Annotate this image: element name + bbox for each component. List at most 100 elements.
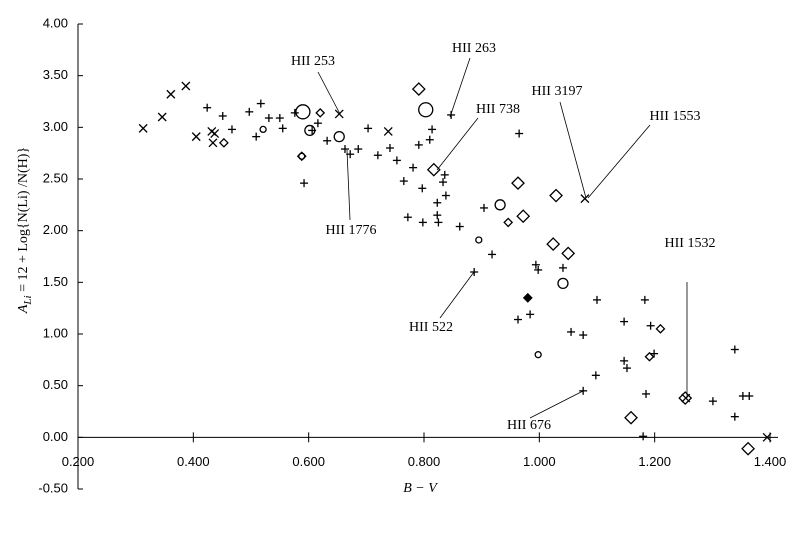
- point-plus: [399, 177, 408, 186]
- point-plus: [526, 310, 535, 319]
- y-tick-label: 4.00: [43, 15, 68, 30]
- point-plus: [290, 108, 299, 117]
- point-plus: [256, 99, 265, 108]
- point-cross: [580, 194, 590, 204]
- point-circle: [494, 199, 506, 211]
- point-plus: [428, 125, 437, 134]
- point-plus: [409, 163, 418, 172]
- annotation: HII 263: [452, 41, 496, 56]
- point-diamond: [549, 188, 563, 203]
- annotation: HII 253: [291, 54, 335, 69]
- point-diamond: [516, 209, 531, 224]
- point-plus: [640, 295, 649, 304]
- point-cross: [166, 89, 176, 99]
- point-cross: [181, 81, 191, 91]
- point-cross: [210, 129, 220, 138]
- point-circle: [333, 130, 345, 143]
- point-plus: [275, 114, 284, 123]
- point-plus: [278, 124, 287, 133]
- point-plus: [579, 331, 588, 340]
- point-plus: [708, 397, 717, 406]
- annotation-leader: [439, 271, 475, 319]
- x-tick-label: 0.600: [292, 454, 325, 469]
- annotation-leader: [529, 390, 584, 419]
- point-plus: [513, 315, 522, 324]
- annotation-leader: [436, 117, 479, 171]
- point-plus: [300, 179, 309, 188]
- y-tick-label: -0.50: [38, 480, 68, 495]
- point-diamond: [218, 137, 229, 148]
- point-diamond: [741, 441, 756, 456]
- point-diamond: [624, 410, 638, 425]
- point-plus: [313, 119, 322, 128]
- point-plus: [515, 129, 524, 138]
- point-plus: [567, 327, 576, 336]
- y-tick-label: 1.00: [43, 325, 68, 340]
- annotation: HII 738: [476, 102, 520, 117]
- point-circle: [304, 124, 316, 137]
- x-axis-label: B − V: [403, 481, 438, 496]
- marker-stroke: [166, 89, 176, 99]
- point-diamond: [644, 351, 655, 362]
- point-circle: [295, 104, 311, 120]
- x-tick-label: 1.200: [638, 454, 671, 469]
- x-tick-label: 0.400: [177, 454, 210, 469]
- point-plus: [364, 124, 373, 133]
- point-cross: [191, 132, 201, 142]
- point-plus: [620, 356, 629, 365]
- point-plus: [414, 140, 423, 149]
- annotation-leader: [587, 124, 651, 199]
- marker-stroke: [580, 194, 590, 204]
- point-plus: [218, 111, 227, 120]
- point-diamond: [411, 82, 426, 97]
- point-plus: [646, 321, 655, 330]
- point-cross: [208, 138, 218, 148]
- annotation-leader: [317, 71, 341, 115]
- marker-stroke: [138, 123, 148, 133]
- point-plus: [650, 349, 659, 358]
- point-plus: [488, 250, 497, 259]
- point-plus: [354, 145, 363, 154]
- point-plus: [479, 203, 488, 212]
- point-plus: [323, 136, 332, 145]
- point-plus: [433, 211, 442, 220]
- point-circle: [475, 236, 483, 244]
- x-tick-label: 1.000: [523, 454, 556, 469]
- y-axis-label-rest: = 12 + Log{N(Li) /N(H)}: [16, 147, 31, 296]
- point-plus: [639, 432, 648, 441]
- point-plus: [373, 151, 382, 160]
- y-tick-label: 1.50: [43, 274, 68, 289]
- point-circle: [534, 351, 542, 359]
- marker-stroke: [210, 129, 220, 138]
- point-plus: [579, 386, 588, 395]
- y-axis-label-sub: Li: [22, 295, 34, 305]
- point-plus: [440, 170, 449, 179]
- annotation: HII 1532: [665, 236, 716, 251]
- x-tick-label: 1.400: [754, 454, 787, 469]
- marker-stroke: [762, 432, 772, 442]
- point-diamond: [561, 246, 576, 261]
- annotation-leader: [559, 101, 587, 199]
- y-tick-label: 0.00: [43, 429, 68, 444]
- point-diamond: [315, 107, 326, 118]
- marker-stroke: [191, 132, 201, 142]
- point-circle: [418, 102, 434, 118]
- point-plus: [534, 265, 543, 274]
- point-plus: [470, 268, 479, 276]
- point-plus: [434, 218, 443, 227]
- marker-stroke: [181, 81, 191, 91]
- point-plus: [593, 295, 601, 304]
- point-plus: [558, 263, 567, 272]
- point-cross: [334, 109, 344, 119]
- y-axis-label-a: A: [16, 304, 31, 314]
- y-axis-label: ALi = 12 + Log{N(Li) /N(H)}: [16, 147, 33, 314]
- point-plus: [227, 125, 236, 134]
- annotation-leader: [346, 149, 351, 221]
- point-plus: [385, 144, 394, 152]
- point-diamond: [503, 217, 514, 228]
- y-tick-label: 0.50: [43, 377, 68, 392]
- point-plus: [439, 178, 448, 187]
- point-cross: [383, 127, 393, 136]
